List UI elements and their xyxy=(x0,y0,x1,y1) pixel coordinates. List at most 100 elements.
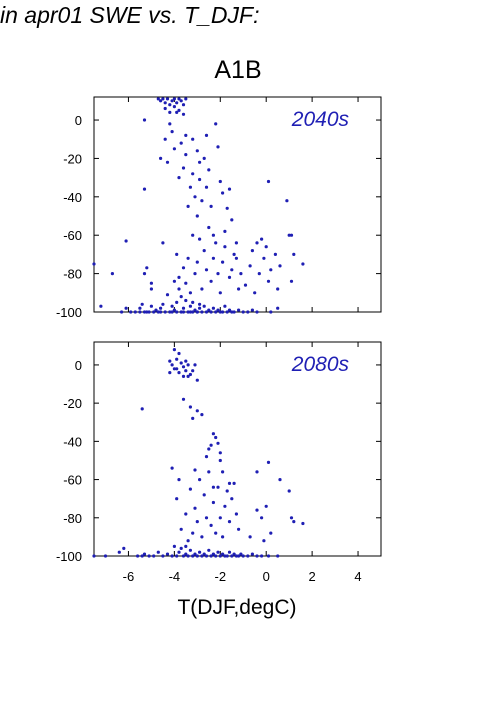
data-point xyxy=(227,550,232,554)
data-point xyxy=(195,310,199,314)
y-tick-label: 0 xyxy=(75,113,82,128)
data-point xyxy=(159,99,163,103)
x-axis-label: T(DJF,degC) xyxy=(177,596,296,619)
data-point xyxy=(276,554,280,558)
data-point xyxy=(207,548,211,552)
data-point xyxy=(184,552,188,556)
x-tick-label: -4 xyxy=(169,569,181,584)
data-point xyxy=(216,485,220,489)
data-point xyxy=(110,272,114,276)
data-point xyxy=(260,516,264,520)
data-point xyxy=(172,97,176,101)
data-point xyxy=(202,249,206,253)
data-point xyxy=(269,268,273,272)
data-point xyxy=(159,156,163,160)
data-point xyxy=(103,554,108,558)
data-point xyxy=(209,554,213,558)
data-point xyxy=(301,521,305,526)
data-point xyxy=(186,204,190,208)
data-point xyxy=(214,310,218,314)
data-point xyxy=(260,237,264,241)
data-point xyxy=(276,306,280,310)
data-point xyxy=(237,554,241,558)
data-point xyxy=(92,262,96,266)
data-point xyxy=(154,308,158,312)
data-point xyxy=(193,195,197,199)
data-point xyxy=(195,214,199,218)
panel-2040s: 0 -20 -40 -60 -80 -100 2040s xyxy=(56,96,382,320)
data-point xyxy=(193,552,197,556)
data-point xyxy=(204,554,209,558)
data-point xyxy=(273,252,277,256)
data-point xyxy=(175,300,179,304)
y-tick-label: -80 xyxy=(63,267,82,282)
y-tick-label: -60 xyxy=(63,473,82,488)
data-point xyxy=(216,550,220,554)
data-point xyxy=(142,118,147,122)
data-point xyxy=(177,550,181,554)
data-point xyxy=(195,409,199,413)
data-point xyxy=(214,531,218,535)
data-point xyxy=(172,367,176,371)
data-point xyxy=(227,308,232,312)
data-point xyxy=(232,252,236,256)
data-point xyxy=(181,310,186,314)
data-point xyxy=(172,544,176,549)
data-point xyxy=(161,302,165,306)
data-point xyxy=(163,137,167,141)
data-point xyxy=(159,310,163,314)
data-point xyxy=(152,310,156,314)
data-point xyxy=(218,291,222,295)
data-point xyxy=(223,304,227,308)
data-point xyxy=(191,233,195,237)
data-point xyxy=(136,554,140,558)
data-point xyxy=(289,279,294,283)
data-point xyxy=(218,554,222,558)
data-point xyxy=(202,493,206,497)
data-point xyxy=(172,147,176,151)
data-point xyxy=(200,199,204,203)
data-point xyxy=(232,310,236,314)
data-point xyxy=(172,279,176,283)
data-point xyxy=(175,367,179,371)
data-point xyxy=(216,145,220,149)
data-point xyxy=(255,470,259,474)
data-point xyxy=(188,310,192,314)
data-point xyxy=(292,252,296,256)
y-tick-label: -100 xyxy=(56,305,82,320)
data-point xyxy=(209,443,213,447)
data-point xyxy=(234,512,238,516)
data-point xyxy=(168,371,172,375)
data-point xyxy=(156,550,160,554)
data-point xyxy=(195,554,199,558)
data-point xyxy=(133,310,137,314)
data-point xyxy=(138,310,142,314)
data-point xyxy=(204,455,209,459)
data-point xyxy=(177,478,181,482)
panel-label: 2040s xyxy=(291,108,350,131)
data-point xyxy=(266,554,271,558)
data-point xyxy=(207,447,211,451)
data-point xyxy=(186,310,190,314)
data-point xyxy=(237,527,241,531)
data-point xyxy=(255,554,259,558)
data-point xyxy=(124,306,128,310)
data-point xyxy=(142,552,147,556)
data-point xyxy=(209,310,213,314)
data-point xyxy=(184,544,188,549)
data-point xyxy=(218,179,222,184)
data-point xyxy=(191,416,195,420)
data-point xyxy=(177,176,181,180)
data-point xyxy=(147,310,151,314)
data-point xyxy=(287,489,291,493)
data-point xyxy=(246,554,250,558)
data-point xyxy=(179,141,183,145)
data-point xyxy=(264,504,268,508)
data-point xyxy=(161,554,165,558)
data-point xyxy=(207,225,211,230)
data-point xyxy=(140,302,144,306)
data-point xyxy=(159,306,163,310)
data-point xyxy=(204,133,209,137)
data-point xyxy=(184,133,188,137)
data-point xyxy=(165,552,170,556)
